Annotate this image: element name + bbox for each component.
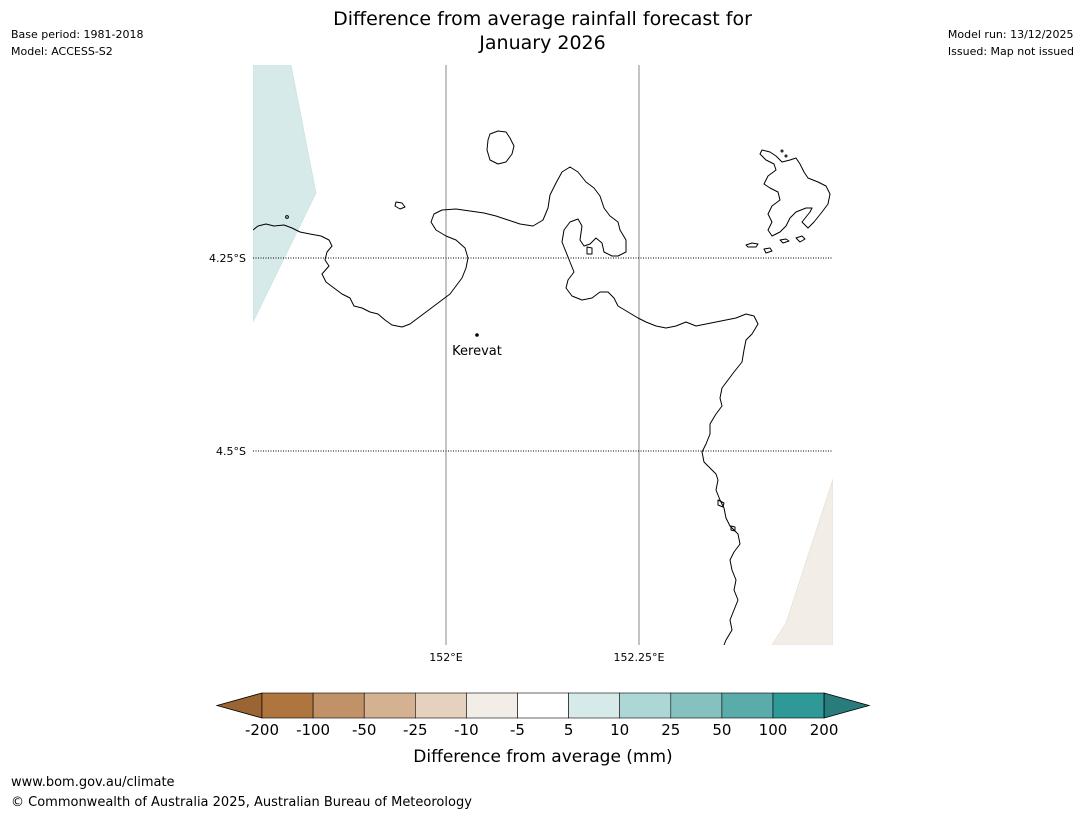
coastline [253, 130, 831, 645]
colorbar-segment [261, 692, 314, 719]
colorbar-segment [363, 692, 416, 719]
coastline-islet-dot-2 [780, 149, 784, 153]
coastline-islet-3 [745, 242, 759, 248]
coastline-islands-ne [759, 149, 831, 237]
coastline-islet-4 [763, 247, 773, 254]
shaded-region-negative [771, 478, 833, 645]
colorbar-segment [568, 692, 620, 719]
colorbar-segment [517, 692, 569, 719]
coastline-island-north [486, 130, 515, 165]
base-period-text: Base period: 1981-2018 [11, 28, 144, 41]
kerevat-location-marker [475, 333, 479, 337]
model-run-text: Model run: 13/12/2025 [947, 28, 1074, 41]
rainfall-map: Kerevat 4.25°S 4.5°S 152°E 152.25°E [209, 65, 833, 664]
map-title: Difference from average rainfall forecas… [0, 7, 1085, 55]
colorbar-segment [772, 692, 825, 719]
metadata-left: Base period: 1981-2018 Model: ACCESS-S2 [11, 26, 143, 60]
colorbar-tick-label: 200 [810, 721, 839, 739]
map-title-line-1: Difference from average rainfall forecas… [333, 8, 752, 30]
colorbar-tick-label: -25 [403, 721, 428, 739]
colorbar-segments [215, 692, 871, 719]
colorbar-tick-label: -50 [352, 721, 377, 739]
colorbar-tick-label: -200 [245, 721, 279, 739]
latitude-label-4-25: 4.25°S [209, 252, 246, 265]
colorbar-tick-label: -10 [454, 721, 479, 739]
coastline-islet-7 [717, 499, 725, 508]
colorbar-extension-high [823, 692, 871, 719]
coastline-islet-2 [586, 246, 593, 255]
coastline-main-west [253, 166, 759, 645]
coastline-islet-dot-3 [784, 154, 788, 158]
footer-copyright: © Commonwealth of Australia 2025, Austra… [11, 795, 472, 810]
colorbar-segment [670, 692, 723, 719]
coastline-islet-6 [795, 235, 806, 243]
longitude-label-152: 152°E [429, 651, 462, 664]
issued-text: Issued: Map not issued [947, 45, 1074, 58]
coastline-islet-5 [779, 238, 790, 244]
colorbar-segment [312, 692, 365, 719]
map-title-line-2: January 2026 [479, 32, 606, 54]
colorbar-tick-label: 25 [661, 721, 680, 739]
colorbar-extension-low [215, 692, 263, 719]
footer-url: www.bom.gov.au/climate [11, 775, 175, 790]
coastline-islet-1 [394, 201, 406, 210]
model-text: Model: ACCESS-S2 [11, 45, 113, 58]
colorbar-tick-label: 50 [712, 721, 731, 739]
colorbar-segment [414, 692, 467, 719]
colorbar-tick-label: 5 [564, 721, 574, 739]
coastline-islet-8 [730, 525, 736, 532]
kerevat-label: Kerevat [452, 344, 502, 359]
colorbar-tick-label: -100 [296, 721, 330, 739]
longitude-label-152-25: 152.25°E [614, 651, 665, 664]
colorbar-tick-label: -5 [510, 721, 525, 739]
colorbar-segment [619, 692, 672, 719]
colorbar-tick-label: 100 [759, 721, 788, 739]
colorbar-segment [466, 692, 518, 719]
colorbar-label: Difference from average (mm) [413, 747, 672, 767]
colorbar-segment [721, 692, 774, 719]
colorbar-tick-label: 10 [610, 721, 629, 739]
colorbar-tick-labels: -200 -100 -50 -25 -10 -5 5 10 25 50 100 200 [245, 721, 838, 739]
coastline-islet-dot-1 [285, 215, 289, 219]
latitude-label-4-5: 4.5°S [216, 445, 246, 458]
metadata-right: Model run: 13/12/2025 Issued: Map not is… [948, 26, 1074, 60]
